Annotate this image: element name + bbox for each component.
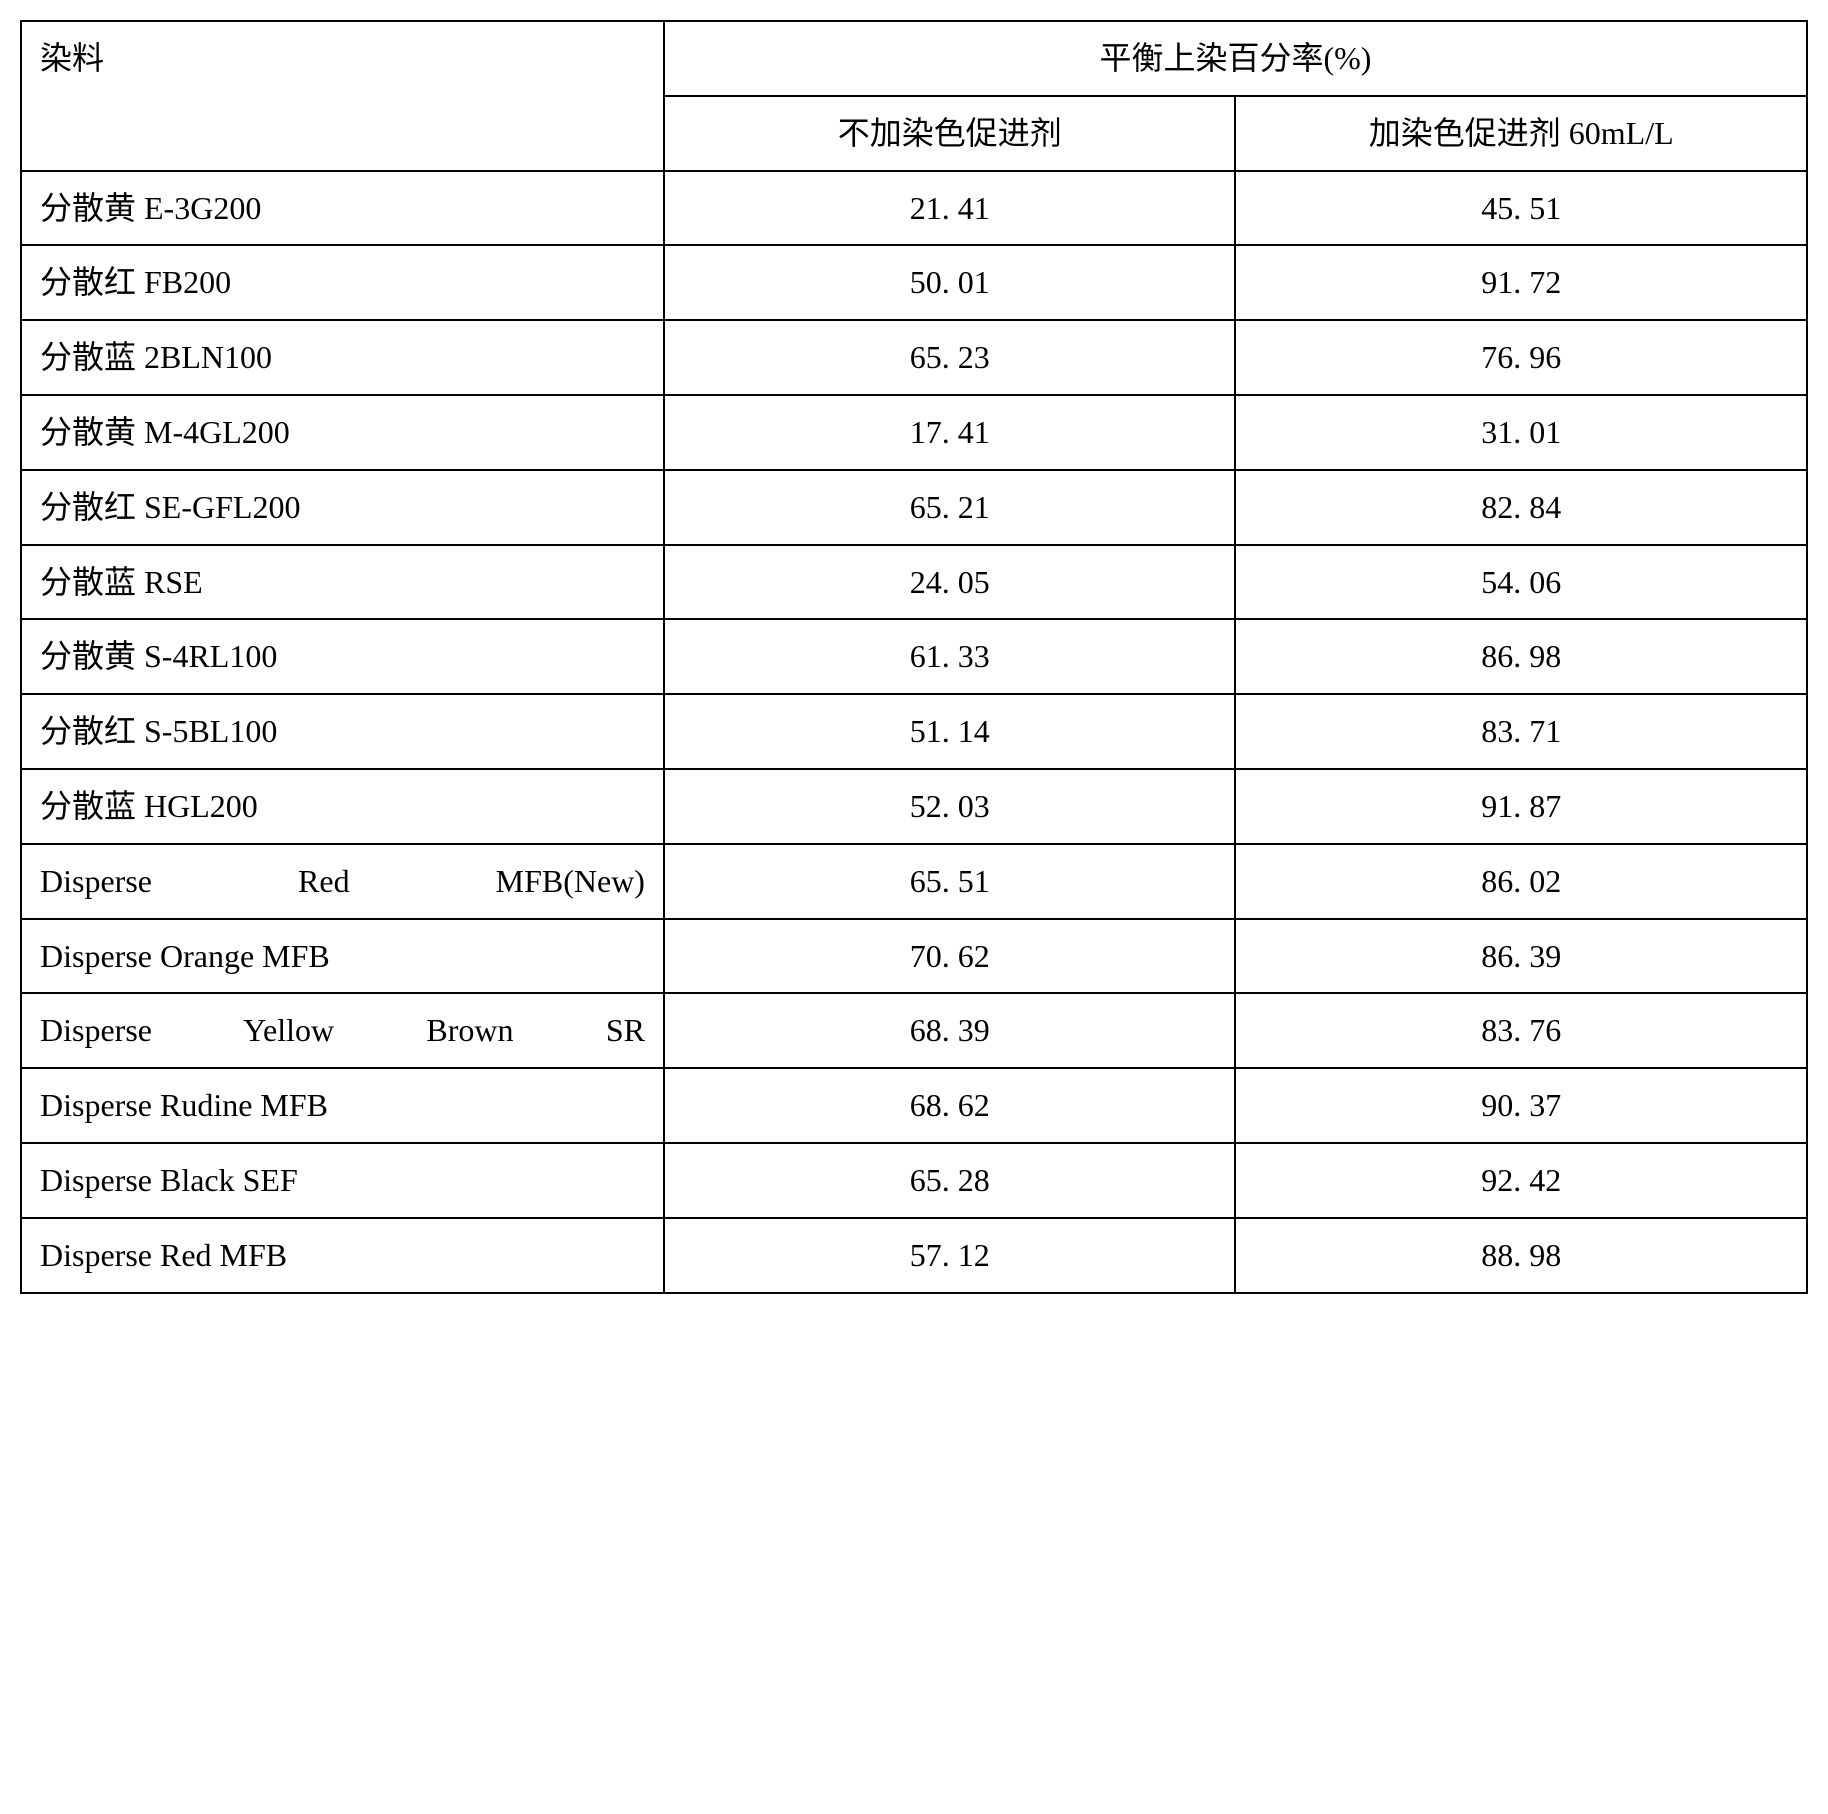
cell-dye: 分散蓝 RSE: [21, 545, 664, 620]
cell-no-promoter: 70. 62: [664, 919, 1236, 994]
header-with-promoter: 加染色促进剂 60mL/L: [1235, 96, 1807, 171]
cell-with-promoter: 83. 76: [1235, 993, 1807, 1068]
table-row: 分散红 S-5BL10051. 1483. 71: [21, 694, 1807, 769]
table-row: 分散蓝 2BLN10065. 2376. 96: [21, 320, 1807, 395]
cell-dye: Disperse Yellow Brown SR: [21, 993, 664, 1068]
table-body: 分散黄 E-3G20021. 4145. 51分散红 FB20050. 0191…: [21, 171, 1807, 1293]
cell-with-promoter: 86. 98: [1235, 619, 1807, 694]
cell-dye: Disperse Red MFB(New): [21, 844, 664, 919]
cell-no-promoter: 51. 14: [664, 694, 1236, 769]
cell-dye: Disperse Black SEF: [21, 1143, 664, 1218]
cell-no-promoter: 52. 03: [664, 769, 1236, 844]
table-row: 分散蓝 RSE24. 0554. 06: [21, 545, 1807, 620]
cell-dye: Disperse Orange MFB: [21, 919, 664, 994]
table-row: Disperse Orange MFB70. 6286. 39: [21, 919, 1807, 994]
cell-dye: 分散红 FB200: [21, 245, 664, 320]
cell-with-promoter: 90. 37: [1235, 1068, 1807, 1143]
table-row: Disperse Yellow Brown SR68. 3983. 76: [21, 993, 1807, 1068]
cell-no-promoter: 57. 12: [664, 1218, 1236, 1293]
table-row: 分散红 FB20050. 0191. 72: [21, 245, 1807, 320]
cell-with-promoter: 91. 87: [1235, 769, 1807, 844]
cell-dye: 分散红 S-5BL100: [21, 694, 664, 769]
cell-with-promoter: 83. 71: [1235, 694, 1807, 769]
cell-with-promoter: 92. 42: [1235, 1143, 1807, 1218]
cell-no-promoter: 24. 05: [664, 545, 1236, 620]
cell-no-promoter: 21. 41: [664, 171, 1236, 246]
cell-with-promoter: 82. 84: [1235, 470, 1807, 545]
cell-with-promoter: 91. 72: [1235, 245, 1807, 320]
cell-with-promoter: 86. 02: [1235, 844, 1807, 919]
cell-no-promoter: 65. 51: [664, 844, 1236, 919]
table-row: Disperse Red MFB(New)65. 5186. 02: [21, 844, 1807, 919]
cell-no-promoter: 65. 23: [664, 320, 1236, 395]
cell-with-promoter: 86. 39: [1235, 919, 1807, 994]
cell-with-promoter: 54. 06: [1235, 545, 1807, 620]
cell-no-promoter: 61. 33: [664, 619, 1236, 694]
cell-dye: 分散蓝 HGL200: [21, 769, 664, 844]
cell-dye: 分散红 SE-GFL200: [21, 470, 664, 545]
header-group: 平衡上染百分率(%): [664, 21, 1807, 96]
header-no-promoter: 不加染色促进剂: [664, 96, 1236, 171]
cell-no-promoter: 17. 41: [664, 395, 1236, 470]
cell-dye: 分散黄 E-3G200: [21, 171, 664, 246]
cell-no-promoter: 68. 62: [664, 1068, 1236, 1143]
table-row: 分散蓝 HGL20052. 0391. 87: [21, 769, 1807, 844]
cell-with-promoter: 45. 51: [1235, 171, 1807, 246]
table-row: Disperse Rudine MFB68. 6290. 37: [21, 1068, 1807, 1143]
table-row: Disperse Red MFB57. 1288. 98: [21, 1218, 1807, 1293]
cell-no-promoter: 65. 28: [664, 1143, 1236, 1218]
table-header-row-1: 染料 平衡上染百分率(%): [21, 21, 1807, 96]
cell-no-promoter: 68. 39: [664, 993, 1236, 1068]
cell-no-promoter: 65. 21: [664, 470, 1236, 545]
cell-with-promoter: 76. 96: [1235, 320, 1807, 395]
table-row: 分散黄 S-4RL10061. 3386. 98: [21, 619, 1807, 694]
cell-with-promoter: 31. 01: [1235, 395, 1807, 470]
table-row: Disperse Black SEF65. 2892. 42: [21, 1143, 1807, 1218]
cell-dye: 分散蓝 2BLN100: [21, 320, 664, 395]
cell-dye: Disperse Rudine MFB: [21, 1068, 664, 1143]
table-row: 分散红 SE-GFL20065. 2182. 84: [21, 470, 1807, 545]
header-dye: 染料: [21, 21, 664, 171]
cell-with-promoter: 88. 98: [1235, 1218, 1807, 1293]
cell-dye: Disperse Red MFB: [21, 1218, 664, 1293]
cell-dye: 分散黄 M-4GL200: [21, 395, 664, 470]
cell-no-promoter: 50. 01: [664, 245, 1236, 320]
dye-uptake-table: 染料 平衡上染百分率(%) 不加染色促进剂 加染色促进剂 60mL/L 分散黄 …: [20, 20, 1808, 1294]
table-row: 分散黄 E-3G20021. 4145. 51: [21, 171, 1807, 246]
table-row: 分散黄 M-4GL20017. 4131. 01: [21, 395, 1807, 470]
cell-dye: 分散黄 S-4RL100: [21, 619, 664, 694]
